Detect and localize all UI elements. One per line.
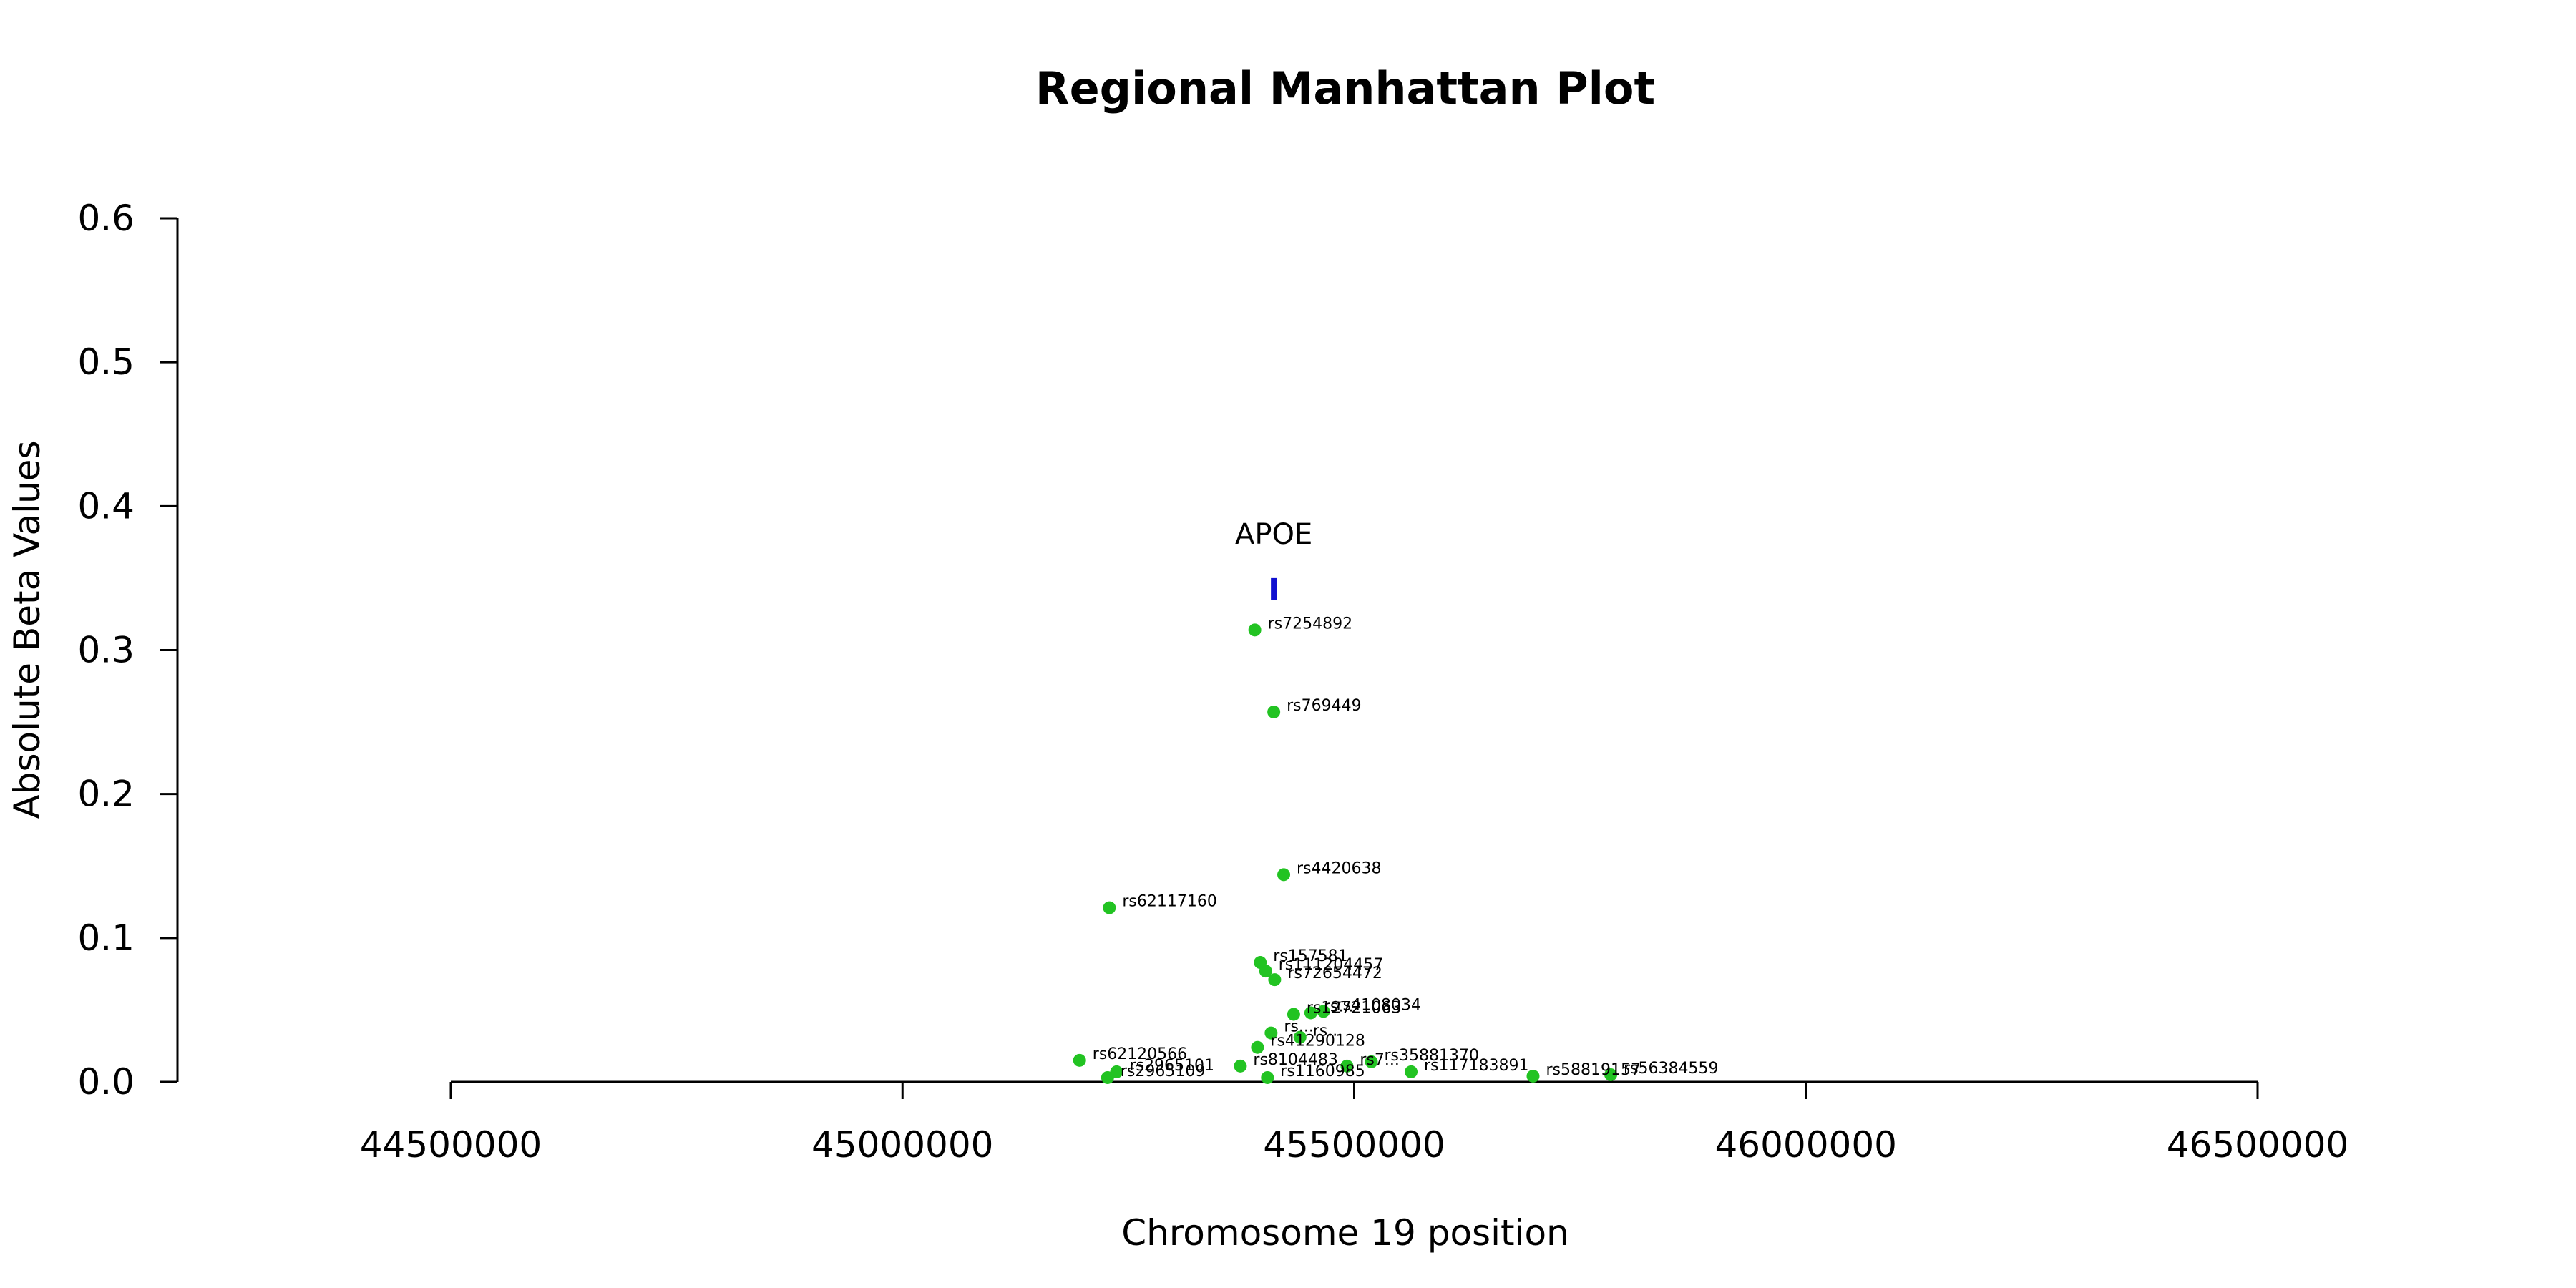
y-tick-label: 0.2 <box>77 774 135 815</box>
gene-label: APOE <box>1235 518 1312 551</box>
snp-label: rs769449 <box>1287 697 1362 715</box>
point-labels-layer: rs7254892 rs769449 rs4420638 rs62117160 rs15… <box>1093 615 1719 1080</box>
snp-label: rs2965109 <box>1121 1063 1206 1080</box>
x-tick-label: 45000000 <box>811 1124 994 1166</box>
snp-label: rs... <box>1313 1023 1343 1040</box>
snp-point <box>1405 1065 1418 1078</box>
snp-label: rs4108034 <box>1337 996 1422 1014</box>
x-tick-label: 45500000 <box>1263 1124 1445 1166</box>
snp-label: rs8104483 <box>1253 1051 1338 1069</box>
y-tick-label: 0.3 <box>77 630 135 671</box>
chart-title: Regional Manhattan Plot <box>1035 62 1655 114</box>
y-axis: 0.0 0.1 0.2 0.3 0.4 0.5 0.6 <box>77 197 179 1103</box>
snp-label: rs... <box>1284 1018 1314 1036</box>
snp-point <box>1340 1059 1354 1073</box>
snp-label: rs117183891 <box>1424 1057 1528 1075</box>
snp-point <box>1073 1053 1086 1067</box>
snp-label: rs111204457 <box>1279 956 1383 974</box>
snp-point <box>1261 1070 1274 1084</box>
snp-point <box>1259 965 1272 978</box>
x-tick-label: 44500000 <box>360 1124 542 1166</box>
x-axis: 44500000 45000000 45500000 46000000 46500000 <box>360 1080 2349 1166</box>
snp-point <box>1293 1030 1307 1044</box>
x-axis-label: Chromosome 19 position <box>1121 1212 1569 1254</box>
snp-point <box>1304 1006 1317 1020</box>
x-tick-label: 46000000 <box>1715 1124 1898 1166</box>
points-layer <box>1073 623 1618 1084</box>
snp-point <box>1526 1069 1540 1083</box>
snp-point <box>1103 901 1116 914</box>
snp-label: rs4420638 <box>1297 859 1382 877</box>
snp-point <box>1277 868 1291 882</box>
snp-label: rs62120566 <box>1093 1045 1187 1063</box>
snp-label: rs41290128 <box>1270 1033 1365 1050</box>
snp-label: rs7... <box>1360 1051 1399 1069</box>
snp-label: rs35881370 <box>1384 1047 1478 1065</box>
snp-label: rs1160985 <box>1280 1063 1365 1080</box>
snp-label: rs58819157 <box>1546 1061 1640 1079</box>
x-tick-label: 46500000 <box>2167 1124 2349 1166</box>
snp-point <box>1604 1068 1618 1081</box>
snp-point <box>1287 1008 1300 1021</box>
snp-label: rs12721063 <box>1307 999 1401 1017</box>
snp-label: rs... <box>1324 997 1354 1015</box>
snp-point <box>1248 623 1262 637</box>
snp-point <box>1268 973 1282 987</box>
snp-point <box>1365 1055 1378 1068</box>
snp-label: rs7254892 <box>1268 615 1353 633</box>
snp-point <box>1101 1070 1114 1084</box>
y-tick-label: 0.6 <box>77 197 135 239</box>
y-tick-label: 0.1 <box>77 917 135 959</box>
y-tick-label: 0.4 <box>77 485 135 527</box>
y-tick-label: 0.0 <box>77 1061 135 1103</box>
snp-point <box>1267 706 1281 719</box>
snp-label: rs2965101 <box>1129 1057 1214 1075</box>
snp-label: rs56384559 <box>1624 1060 1718 1078</box>
y-axis-label: Absolute Beta Values <box>6 441 48 819</box>
y-tick-label: 0.5 <box>77 341 135 383</box>
snp-point <box>1251 1040 1264 1054</box>
gene-layer: APOE <box>1235 518 1312 600</box>
snp-point <box>1234 1059 1247 1073</box>
snp-point <box>1264 1026 1278 1040</box>
snp-point <box>1317 1005 1330 1018</box>
snp-label: rs72654472 <box>1287 965 1382 982</box>
snp-label: rs157581 <box>1273 947 1348 965</box>
snp-label: rs62117160 <box>1122 893 1216 911</box>
